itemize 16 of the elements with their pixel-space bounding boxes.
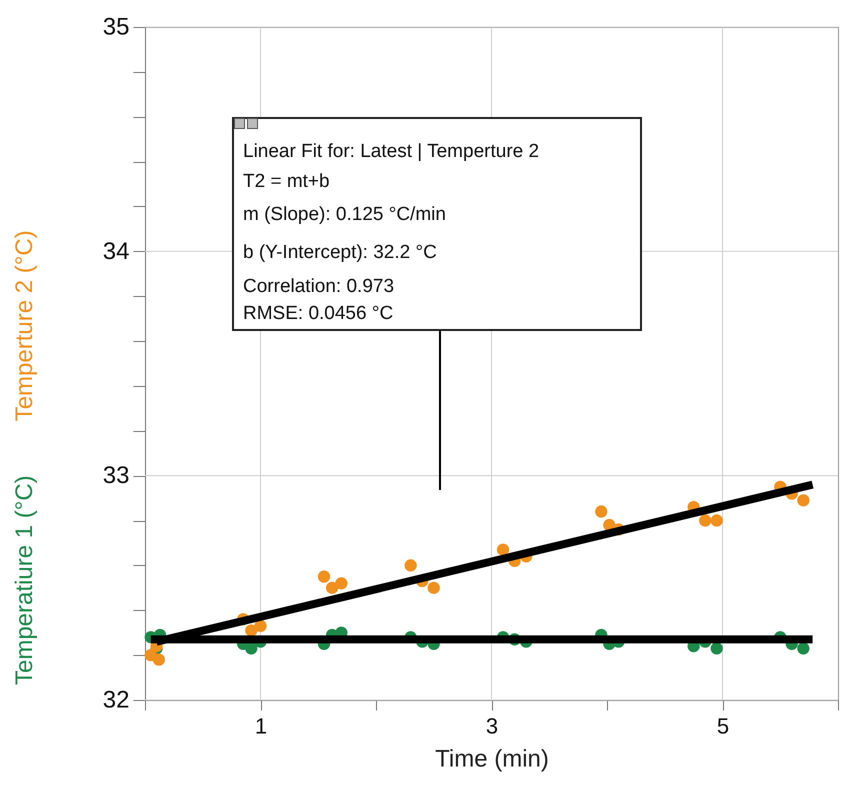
x-axis-title: Time (min)	[435, 746, 549, 772]
annotation: RMSE: 0.0456 °C	[243, 303, 394, 325]
x-tick-label: 5	[716, 714, 730, 738]
annotation: Correlation: 0.973	[243, 276, 394, 298]
y-tick-label: 35	[102, 14, 130, 40]
annotation: m (Slope): 0.125 °C/min	[243, 204, 446, 226]
x-tick-label: 1	[254, 714, 268, 738]
text: Temperatiure 1 (°C)	[11, 475, 38, 685]
y-tick-label: 32	[102, 686, 130, 714]
annotation: Linear Fit for: Latest | Temperture 2	[243, 141, 540, 163]
annotation: T2 = mt+b	[243, 171, 330, 193]
text: Temperture 2 (°C)	[11, 230, 38, 422]
annotation: b (Y-Intercept): 32.2 °C	[243, 242, 437, 264]
y-tick-label: 33	[102, 462, 130, 490]
x-tick-label: 3	[486, 714, 498, 738]
y-tick-label: 34	[102, 238, 130, 265]
